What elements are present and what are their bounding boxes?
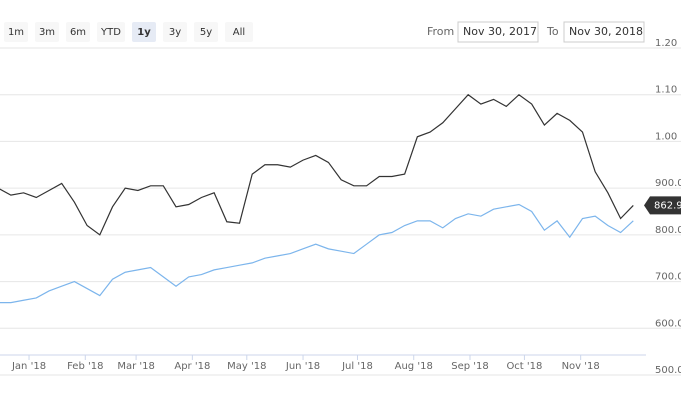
y-tick-label: 500.0 (655, 365, 681, 376)
x-tick-label: Mar '18 (117, 361, 155, 372)
range-button[interactable] (35, 22, 59, 42)
range-button[interactable] (225, 22, 253, 42)
x-tick-label: Sep '18 (451, 361, 489, 372)
range-button-label[interactable]: All (233, 27, 245, 38)
y-tick-label: 600.0 (655, 318, 681, 329)
range-button[interactable] (97, 22, 125, 42)
range-button[interactable] (66, 22, 90, 42)
y-tick-label: 700.0 (655, 272, 681, 283)
range-button[interactable] (163, 22, 187, 42)
last-value-box (644, 196, 681, 215)
from-label: From (427, 25, 454, 38)
range-button-label[interactable]: 3y (169, 27, 181, 38)
x-tick-label: Jul '18 (341, 361, 373, 372)
y-tick-label: 1.00 (655, 131, 677, 142)
to-input[interactable] (563, 21, 645, 43)
range-button-label[interactable]: 1m (8, 27, 24, 38)
series-line (0, 93, 634, 236)
from-input[interactable] (457, 21, 539, 43)
last-value-label: 862.9 (654, 200, 681, 211)
range-button-label[interactable]: 1y (137, 27, 151, 38)
plot-area (0, 93, 634, 304)
x-tick-label: Nov '18 (562, 361, 600, 372)
y-tick-label: 1.10 (655, 85, 677, 96)
range-button-label[interactable]: YTD (100, 27, 121, 38)
y-tick-label: 900.0 (655, 178, 681, 189)
range-button[interactable] (4, 22, 28, 42)
range-button-label[interactable]: 6m (70, 27, 86, 38)
x-tick-label: Oct '18 (506, 361, 542, 372)
range-button-label[interactable]: 3m (39, 27, 55, 38)
to-date[interactable]: Nov 30, 2018 (569, 25, 643, 38)
x-tick-label: Apr '18 (174, 361, 210, 372)
y-tick-label: 1.20 (655, 38, 677, 49)
x-tick-label: Jan '18 (11, 361, 46, 372)
series-line (0, 203, 634, 304)
y-tick-label: 800.0 (655, 225, 681, 236)
x-tick-label: Feb '18 (67, 361, 103, 372)
from-date[interactable]: Nov 30, 2017 (463, 25, 537, 38)
range-button[interactable] (132, 22, 156, 42)
range-button-label[interactable]: 5y (200, 27, 212, 38)
x-tick-label: May '18 (227, 361, 266, 372)
range-button[interactable] (194, 22, 218, 42)
to-label: To (546, 25, 559, 38)
x-tick-label: Aug '18 (395, 361, 433, 372)
x-tick-label: Jun '18 (285, 361, 320, 372)
